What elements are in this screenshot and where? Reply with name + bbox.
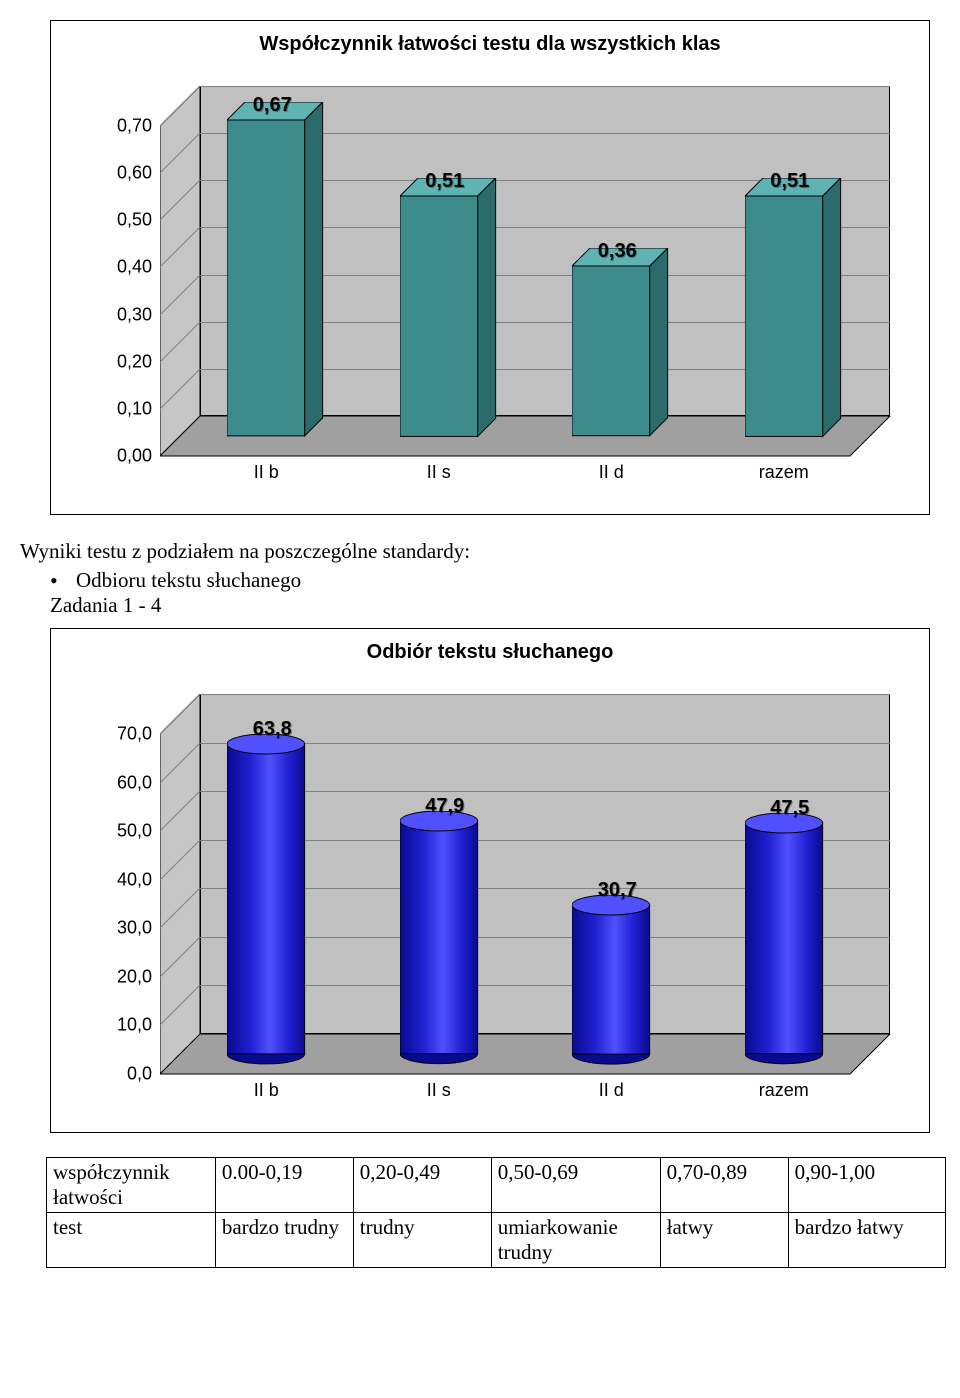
table-cell: 0,20-0,49 bbox=[353, 1158, 491, 1213]
y-tick-label: 40,0 bbox=[80, 869, 160, 890]
section-bullet: Odbioru tekstu słuchanego bbox=[20, 568, 940, 593]
chart2-container: Odbiór tekstu słuchanego 0,0 10,0 20,0 30,0… bbox=[50, 628, 930, 1133]
bar-value-label: 0,51 bbox=[425, 170, 464, 193]
difficulty-table: współczynnik łatwości 0.00-0,19 0,20-0,4… bbox=[46, 1157, 946, 1268]
table-row: test bardzo trudny trudny umiarkowanie t… bbox=[47, 1213, 946, 1268]
y-tick-label: 30,0 bbox=[80, 918, 160, 939]
chart2-plot: 0,0 10,0 20,0 30,0 40,0 50,0 60,0 70,0 63,8 II b 4… bbox=[80, 684, 900, 1124]
table-cell: 0,50-0,69 bbox=[491, 1158, 660, 1213]
y-tick-label: 0,30 bbox=[80, 304, 160, 325]
bar-value-label: 47,5 bbox=[770, 797, 809, 820]
y-tick-label: 0,60 bbox=[80, 163, 160, 184]
bar bbox=[745, 178, 843, 438]
bar-value-label: 0,67 bbox=[253, 94, 292, 117]
x-category-label: II s bbox=[427, 1080, 451, 1101]
bar-value-label: 47,9 bbox=[425, 795, 464, 818]
y-tick-label: 0,70 bbox=[80, 116, 160, 137]
y-tick-label: 0,20 bbox=[80, 351, 160, 372]
y-tick-label: 0,50 bbox=[80, 210, 160, 231]
table-cell: 0,70-0,89 bbox=[660, 1158, 788, 1213]
chart2-title: Odbiór tekstu słuchanego bbox=[63, 641, 917, 664]
x-category-label: razem bbox=[759, 462, 809, 483]
table-cell: trudny bbox=[353, 1213, 491, 1268]
y-tick-label: 0,0 bbox=[80, 1064, 160, 1085]
y-tick-label: 10,0 bbox=[80, 1015, 160, 1036]
chart1-plot: 0,00 0,10 0,20 0,30 0,40 0,50 0,60 0,70 0,67 II b… bbox=[80, 76, 900, 506]
section-sub: Zadania 1 - 4 bbox=[20, 593, 940, 618]
x-category-label: II s bbox=[427, 462, 451, 483]
chart1-container: Współczynnik łatwości testu dla wszystki… bbox=[50, 20, 930, 515]
y-tick-label: 0,00 bbox=[80, 446, 160, 467]
table-row: współczynnik łatwości 0.00-0,19 0,20-0,4… bbox=[47, 1158, 946, 1213]
y-tick-label: 0,40 bbox=[80, 257, 160, 278]
section-intro: Wyniki testu z podziałem na poszczególne… bbox=[20, 539, 940, 564]
x-category-label: razem bbox=[759, 1080, 809, 1101]
bar-value-label: 63,8 bbox=[253, 718, 292, 741]
y-tick-label: 70,0 bbox=[80, 724, 160, 745]
bar bbox=[227, 734, 307, 1066]
bar bbox=[572, 248, 670, 438]
y-tick-label: 20,0 bbox=[80, 966, 160, 987]
table-cell: bardzo łatwy bbox=[788, 1213, 945, 1268]
bar bbox=[400, 178, 498, 438]
bar-value-label: 0,36 bbox=[598, 240, 637, 263]
bar bbox=[745, 813, 825, 1066]
x-category-label: II b bbox=[254, 1080, 279, 1101]
y-tick-label: 50,0 bbox=[80, 821, 160, 842]
bar bbox=[572, 895, 652, 1066]
chart1-title: Współczynnik łatwości testu dla wszystki… bbox=[63, 33, 917, 56]
y-tick-label: 60,0 bbox=[80, 772, 160, 793]
bar bbox=[400, 811, 480, 1066]
table-cell: 0,90-1,00 bbox=[788, 1158, 945, 1213]
y-tick-label: 0,10 bbox=[80, 398, 160, 419]
table-cell: współczynnik łatwości bbox=[47, 1158, 216, 1213]
bar bbox=[227, 102, 325, 438]
x-category-label: II b bbox=[254, 462, 279, 483]
table-cell: bardzo trudny bbox=[215, 1213, 353, 1268]
x-category-label: II d bbox=[599, 1080, 624, 1101]
table-cell: umiarkowanie trudny bbox=[491, 1213, 660, 1268]
table-cell: 0.00-0,19 bbox=[215, 1158, 353, 1213]
bar-value-label: 0,51 bbox=[770, 170, 809, 193]
table-cell: łatwy bbox=[660, 1213, 788, 1268]
bar-value-label: 30,7 bbox=[598, 879, 637, 902]
table-cell: test bbox=[47, 1213, 216, 1268]
x-category-label: II d bbox=[599, 462, 624, 483]
